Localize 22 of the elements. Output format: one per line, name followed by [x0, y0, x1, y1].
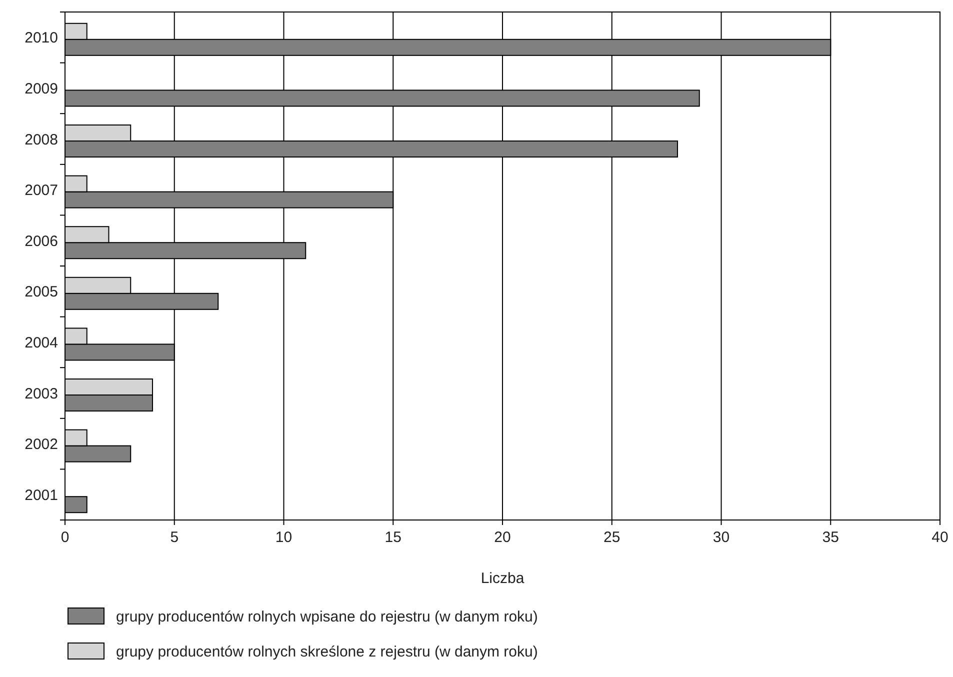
x-tick-label: 0 — [60, 529, 70, 546]
y-tick-label: 2006 — [24, 232, 58, 250]
legend-label: grupy producentów rolnych skreślone z rejestru (w danym roku) — [116, 643, 538, 660]
x-tick-label: 40 — [932, 529, 948, 546]
y-tick-label: 2009 — [24, 80, 58, 98]
x-tick-label: 35 — [822, 529, 839, 546]
y-tick-label: 2003 — [24, 385, 58, 402]
x-axis-title: Liczba — [480, 570, 525, 587]
x-tick-label: 30 — [712, 529, 730, 546]
y-tick-label: 2004 — [24, 334, 58, 352]
y-tick-label: 2002 — [24, 436, 58, 454]
legend-label: grupy producentów rolnych wpisane do rejestru (w danym roku) — [116, 608, 538, 626]
x-tick-label: 25 — [604, 529, 620, 546]
x-tick-label: 20 — [494, 529, 511, 546]
y-tick-label: 2008 — [24, 131, 58, 148]
y-tick-label: 2010 — [24, 30, 58, 47]
x-tick-label: 15 — [384, 529, 402, 546]
x-tick-label: 5 — [170, 529, 179, 546]
x-tick-label: 10 — [275, 529, 292, 546]
y-tick-label: 2005 — [24, 284, 58, 301]
y-tick-label: 2007 — [24, 182, 58, 200]
y-tick-label: 2001 — [24, 486, 58, 504]
